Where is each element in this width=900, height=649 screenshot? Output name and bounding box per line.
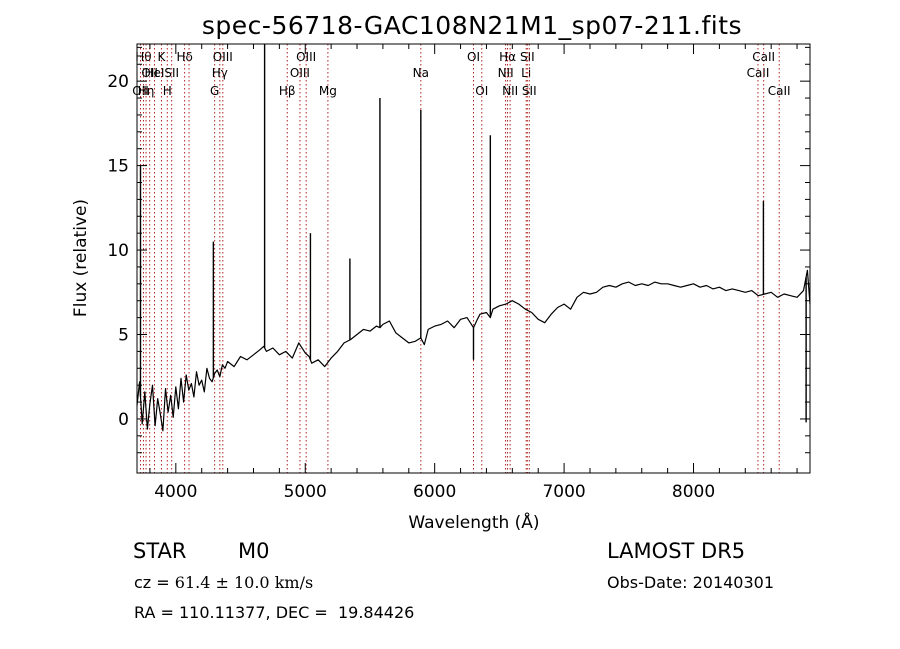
spectral-line-label: CaII: [752, 50, 775, 64]
spectral-line-label: Hδ: [176, 50, 192, 64]
spectral-line-label: NII: [498, 66, 514, 80]
spectral-line-label: Na: [413, 66, 429, 80]
spectral-line-markers: OIIHθHηOIIHeIKHSIIHδGHγOIIIHβOIIIOIIIMgN…: [132, 44, 791, 473]
spectral-line-label: OII: [141, 66, 158, 80]
x-tick-label: 5000: [284, 482, 327, 502]
y-tick-label: 5: [118, 326, 129, 346]
x-axis-label: Wavelength (Å): [408, 511, 539, 533]
spectral-line-label: OI: [467, 50, 480, 64]
spectral-line-label: OII: [132, 84, 149, 98]
spectral-line-label: OI: [475, 84, 488, 98]
spectral-line-label: CaII: [768, 84, 791, 98]
y-tick-label: 10: [107, 241, 129, 261]
survey-label: LAMOST DR5: [607, 539, 746, 563]
spectral-line-label: Hη: [138, 84, 155, 98]
spectral-line-label: OIII: [296, 50, 316, 64]
spectral-line-label: H: [163, 84, 172, 98]
spectral-line-label: SII: [520, 50, 535, 64]
redshift-readout: cz = 61.4 ± 10.0 km/s: [134, 573, 313, 592]
y-tick-label: 15: [107, 157, 129, 177]
spectral-line-label: Hβ: [279, 84, 296, 98]
spectral-line-label: G: [210, 84, 219, 98]
cz-value: 61.4 ± 10.0 km/s: [174, 573, 314, 592]
spectral-line-label: Hα: [499, 50, 516, 64]
spectral-line-label: SII: [522, 84, 537, 98]
cz-prefix: cz =: [134, 573, 175, 592]
spectral-line-label: CaII: [747, 66, 770, 80]
spectral-line-label: HeI: [144, 66, 164, 80]
spectral-line-label: NII: [502, 84, 518, 98]
spectral-line-label: Li: [521, 66, 531, 80]
y-tick-label: 0: [118, 410, 129, 430]
x-tick-label: 8000: [672, 482, 715, 502]
x-tick-label: 7000: [542, 482, 585, 502]
object-subclass: M0: [238, 539, 270, 563]
spectral-line-label: Hγ: [212, 66, 228, 80]
spectrum-line: [136, 269, 811, 432]
x-tick-label: 6000: [413, 482, 456, 502]
object-class: STAR: [133, 539, 187, 563]
spectral-line-label: Mg: [319, 84, 337, 98]
plot-frame: [136, 43, 811, 474]
spectrum-series: [136, 44, 811, 432]
spectral-line-label: OIII: [290, 66, 310, 80]
x-tick-label: 4000: [154, 482, 197, 502]
y-tick-label: 20: [107, 72, 129, 92]
axes: 4000 5000 6000 7000 8000 0 5 10 15 20: [107, 44, 810, 502]
spectral-line-label: Hθ: [135, 50, 151, 64]
chart-title: spec-56718-GAC108N21M1_sp07-211.fits: [202, 11, 742, 40]
coordinates: RA = 110.11377, DEC = 19.84426: [134, 603, 415, 622]
spectral-line-label: SII: [164, 66, 179, 80]
spectral-line-label: K: [158, 50, 167, 64]
y-axis-label: Flux (relative): [71, 199, 91, 317]
spectral-line-label: OIII: [213, 50, 233, 64]
obs-date: Obs-Date: 20140301: [607, 573, 775, 592]
